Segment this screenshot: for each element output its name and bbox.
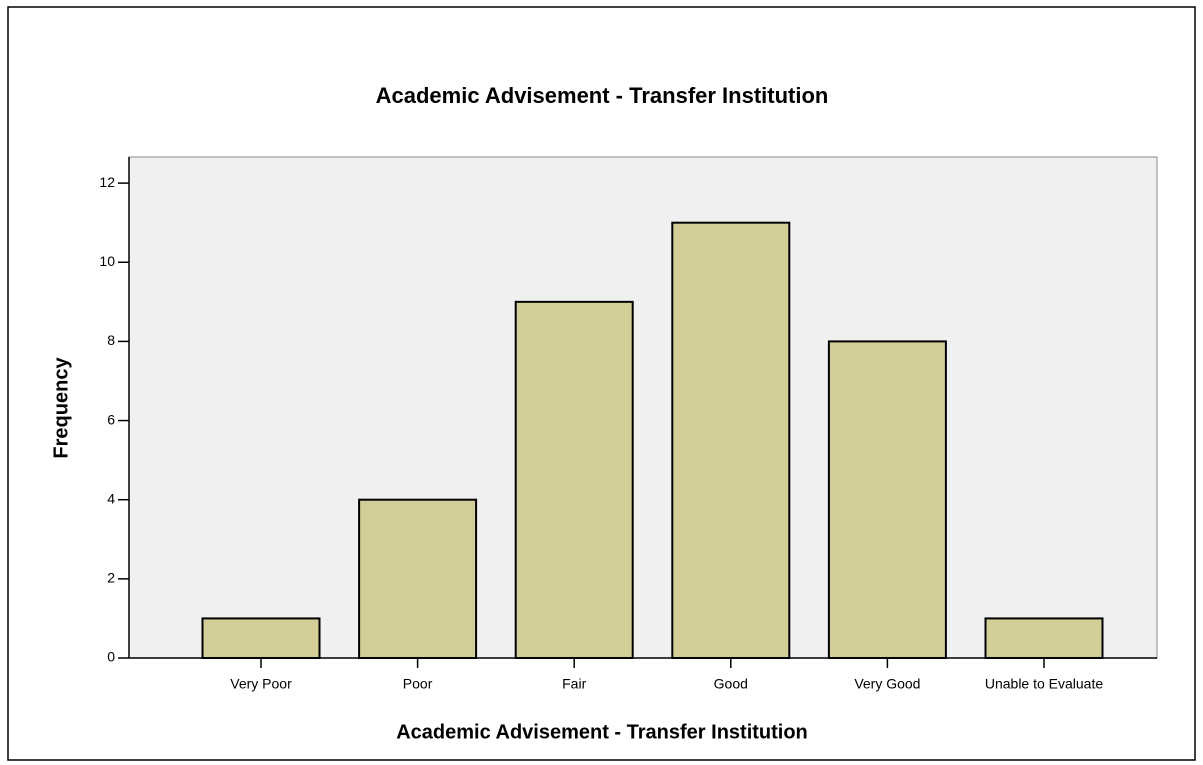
bar bbox=[984, 617, 1104, 659]
x-tick-label: Very Poor bbox=[230, 676, 292, 692]
y-tick-label: 10 bbox=[99, 253, 115, 269]
bar bbox=[201, 617, 321, 659]
x-tick-label: Unable to Evaluate bbox=[985, 676, 1104, 692]
x-tick-label: Poor bbox=[403, 676, 433, 692]
y-axis-label: Frequency bbox=[50, 357, 72, 459]
x-tick-label: Very Good bbox=[854, 676, 920, 692]
plot-area bbox=[128, 156, 1158, 659]
y-tick-label: 8 bbox=[107, 332, 115, 348]
y-tick-label: 0 bbox=[107, 649, 115, 665]
y-tick-label: 12 bbox=[99, 174, 115, 190]
bar bbox=[671, 221, 791, 659]
bar bbox=[358, 498, 478, 659]
chart-title: Academic Advisement - Transfer Instituti… bbox=[376, 83, 829, 108]
x-axis-label: Academic Advisement - Transfer Instituti… bbox=[396, 721, 808, 743]
y-tick-label: 2 bbox=[107, 570, 115, 586]
x-tick-label: Good bbox=[714, 676, 748, 692]
y-tick-label: 6 bbox=[107, 411, 115, 427]
x-tick-label: Fair bbox=[562, 676, 586, 692]
y-tick-label: 4 bbox=[107, 490, 115, 506]
bar bbox=[827, 340, 947, 659]
bar bbox=[514, 300, 634, 659]
